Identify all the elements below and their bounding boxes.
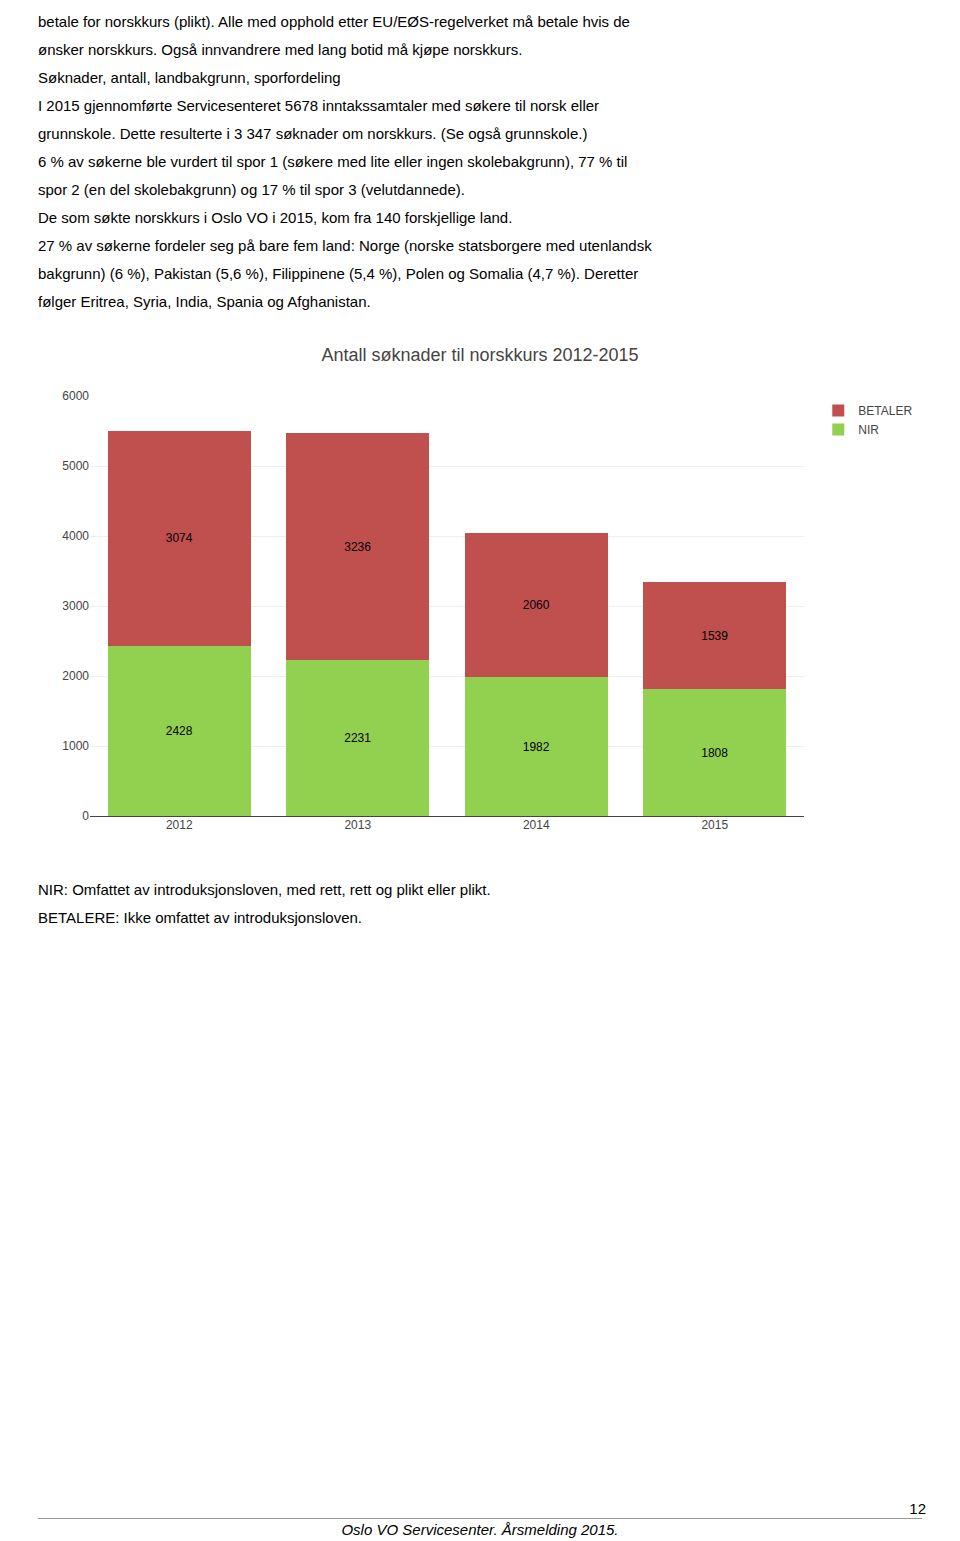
svg-text:1982: 1982	[523, 740, 550, 754]
svg-text:Antall søknader til norskkurs: Antall søknader til norskkurs 2012-2015	[321, 345, 638, 365]
html-text:betale for norskkurs (plikt).: betale for norskkurs (plikt). Alle med o…	[38, 13, 630, 30]
html-text:Søknader, antall, landbakgrunn: Søknader, antall, landbakgrunn, sporford…	[38, 69, 341, 86]
svg-text:3236: 3236	[344, 540, 371, 554]
svg-text:2012: 2012	[166, 818, 193, 832]
html-text:spor 2 (en del skolebakgrunn): spor 2 (en del skolebakgrunn) og 17 % ti…	[38, 181, 465, 198]
svg-text:1808: 1808	[701, 746, 728, 760]
svg-text:2015: 2015	[701, 818, 728, 832]
html-text:grunnskole. Dette resulterte i: grunnskole. Dette resulterte i 3 347 søk…	[38, 125, 588, 142]
svg-text:0: 0	[82, 809, 89, 823]
html-text:27 % av søkerne fordeler seg p: 27 % av søkerne fordeler seg på bare fem…	[38, 237, 652, 254]
svg-text:3000: 3000	[62, 599, 89, 613]
svg-text:2428: 2428	[166, 724, 193, 738]
html-text:ønsker norskkurs. Også innvand: ønsker norskkurs. Også innvandrere med l…	[38, 41, 523, 58]
html-text:I 2015 gjennomførte Servicesen: I 2015 gjennomførte Servicesenteret 5678…	[38, 97, 600, 114]
html-text:12: 12	[909, 1500, 926, 1517]
svg-text:1539: 1539	[701, 629, 728, 643]
svg-text:2000: 2000	[62, 669, 89, 683]
svg-text:6000: 6000	[62, 389, 89, 403]
svg-text:5000: 5000	[62, 459, 89, 473]
svg-text:BETALER: BETALER	[858, 404, 912, 418]
html-text:NIR: Omfattet av introduksjons: NIR: Omfattet av introduksjonsloven, med…	[38, 881, 491, 898]
svg-text:2231: 2231	[344, 731, 371, 745]
html-text:bakgrunn) (6 %), Pakistan (5,6: bakgrunn) (6 %), Pakistan (5,6 %), Filip…	[38, 265, 639, 282]
svg-text:NIR: NIR	[858, 423, 879, 437]
svg-text:2013: 2013	[344, 818, 371, 832]
html-text:Oslo VO Servicesenter. Årsmeld: Oslo VO Servicesenter. Årsmelding 2015.	[341, 1521, 619, 1538]
svg-text:3074: 3074	[166, 531, 193, 545]
svg-text:2060: 2060	[523, 598, 550, 612]
html-text:følger Eritrea, Syria, India,: følger Eritrea, Syria, India, Spania og …	[38, 293, 371, 310]
svg-text:1000: 1000	[62, 739, 89, 753]
svg-text:2014: 2014	[523, 818, 550, 832]
html-text:BETALERE: Ikke omfattet av int: BETALERE: Ikke omfattet av introduksjons…	[38, 909, 362, 926]
html-text:De som søkte norskkurs i Oslo: De som søkte norskkurs i Oslo VO i 2015,…	[38, 209, 513, 226]
html-text:6 % av søkerne ble vurdert til: 6 % av søkerne ble vurdert til spor 1 (s…	[38, 153, 628, 170]
svg-text:4000: 4000	[62, 529, 89, 543]
